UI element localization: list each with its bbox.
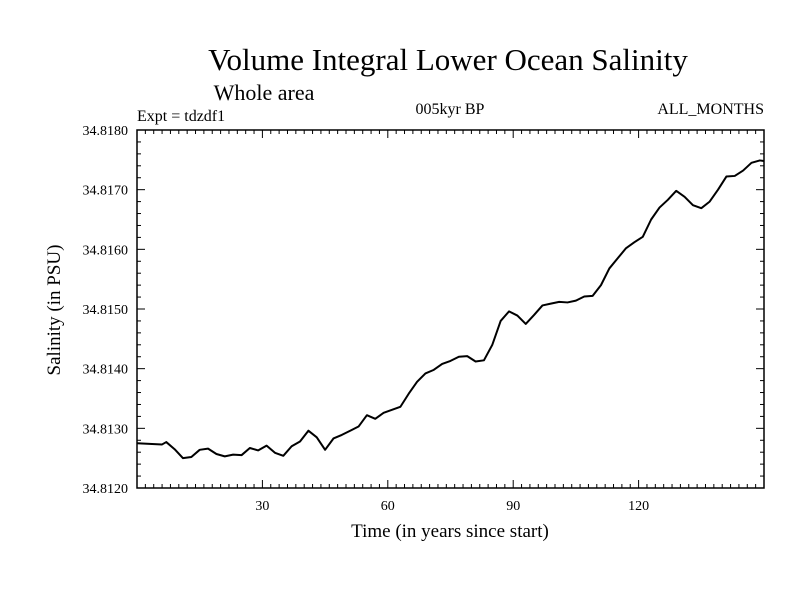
x-tick-label: 30 [255, 499, 269, 514]
salinity-series-line [136, 159, 765, 460]
chart-subtitle: Whole area [214, 80, 315, 105]
y-axis-label: Salinity (in PSU) [44, 245, 65, 376]
x-tick-label: 120 [628, 499, 649, 514]
plot-frame [136, 129, 765, 489]
x-axis-tick-labels: 30 60 90 120 [255, 499, 649, 514]
y-tick-label: 34.8180 [83, 124, 129, 139]
y-tick-label: 34.8160 [83, 243, 129, 258]
y-tick-label: 34.8120 [83, 482, 129, 497]
y-tick-label: 34.8170 [83, 184, 129, 199]
x-axis-label: Time (in years since start) [351, 521, 549, 542]
y-axis-tick-labels: 34.8120 34.8130 34.8140 34.8150 34.8160 34.81… [83, 124, 129, 497]
x-tick-label: 60 [381, 499, 395, 514]
y-tick-label: 34.8130 [83, 422, 129, 437]
y-tick-label: 34.8140 [83, 363, 129, 378]
chart-title: Volume Integral Lower Ocean Salinity [208, 42, 688, 77]
y-axis-ticks [137, 141, 764, 477]
months-label: ALL_MONTHS [657, 101, 764, 118]
y-tick-label: 34.8150 [83, 303, 129, 318]
period-label: 005kyr BP [416, 101, 485, 118]
experiment-label: Expt = tdzdf1 [137, 108, 225, 125]
x-axis-ticks [144, 130, 757, 488]
x-tick-label: 90 [506, 499, 520, 514]
